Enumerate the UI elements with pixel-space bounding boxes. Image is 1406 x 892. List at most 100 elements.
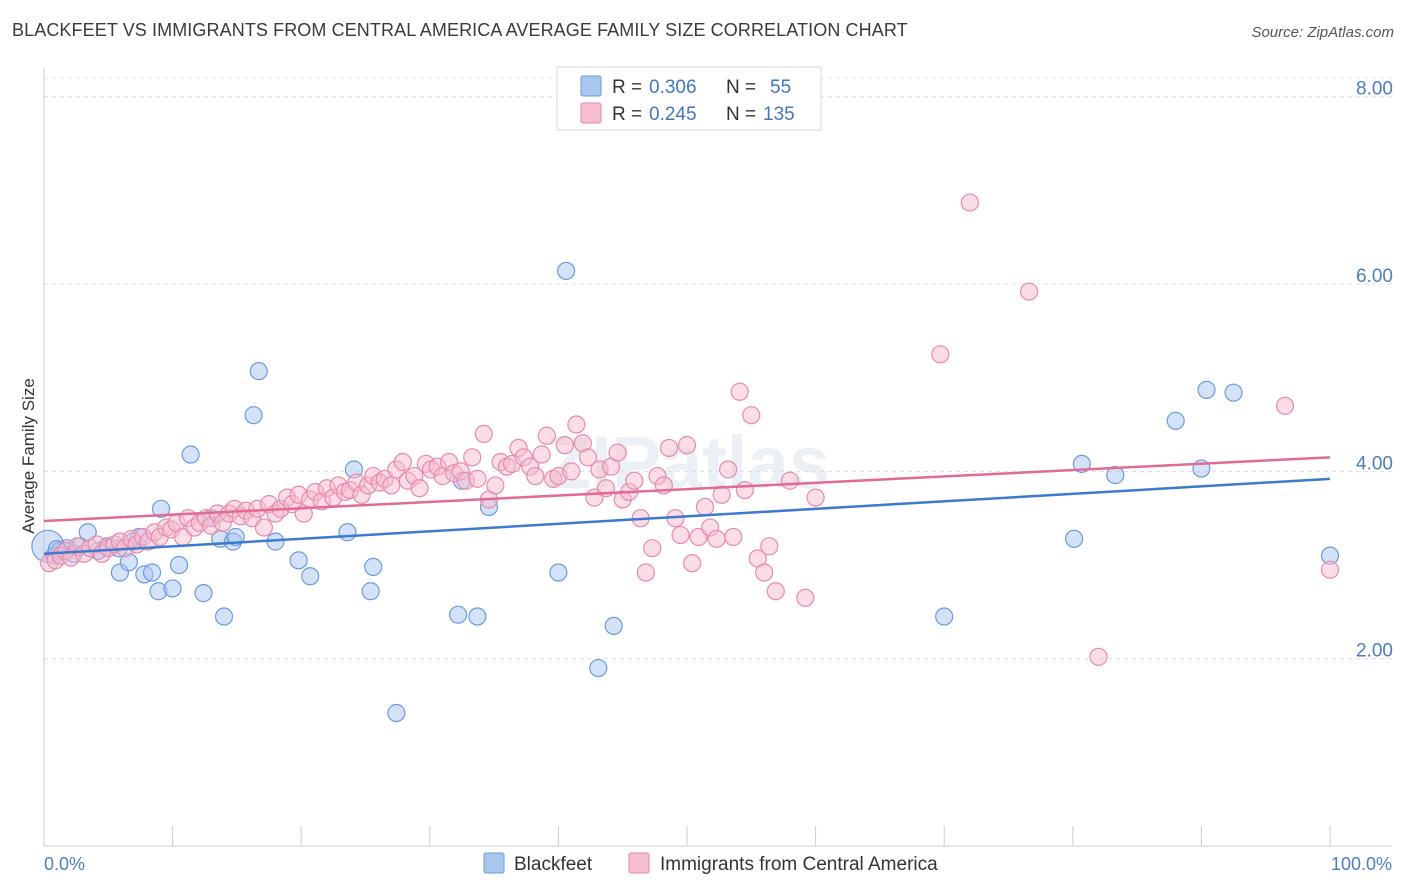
point-blackfeet (468, 607, 487, 626)
x-max-label: 100.0% (1331, 854, 1392, 874)
point-central-america (806, 488, 825, 507)
point-central-america (567, 415, 586, 434)
point-central-america (608, 443, 627, 462)
y-tick-labels: 2.00 4.00 6.00 8.00 (1356, 79, 1393, 662)
point-central-america (254, 518, 274, 537)
point-blackfeet (194, 584, 213, 603)
point-blackfeet (935, 607, 954, 626)
point-central-america (636, 563, 655, 582)
y-tick-label: 8.00 (1356, 79, 1393, 100)
point-central-america (486, 476, 505, 495)
point-central-america (1019, 282, 1039, 301)
point-central-america (695, 497, 715, 517)
point-blackfeet (1197, 380, 1216, 399)
y-tick-label: 2.00 (1356, 641, 1393, 662)
point-blackfeet (589, 658, 608, 678)
point-central-america (468, 469, 487, 488)
point-central-america (677, 436, 697, 455)
legend-swatch-pink (580, 102, 602, 124)
trend-lines (43, 456, 1331, 556)
legend-swatch-blackfeet (483, 852, 505, 874)
trend-line-central-america (43, 456, 1331, 523)
legend-n-value: 135 (763, 104, 795, 125)
y-tick-label: 6.00 (1356, 266, 1393, 287)
point-central-america (683, 554, 702, 573)
stats-legend: R = 0.306 N = 55 R = 0.245 N = 135 (556, 66, 822, 131)
point-blackfeet (1224, 383, 1243, 402)
point-blackfeet (214, 607, 234, 626)
point-central-america (931, 345, 950, 364)
point-central-america (562, 462, 581, 481)
point-blackfeet (1064, 529, 1084, 548)
point-blackfeet (448, 605, 468, 624)
trend-line-blackfeet (43, 477, 1331, 556)
y-axis-label: Average Family Size (19, 378, 38, 534)
legend-r-value: 0.306 (649, 77, 697, 98)
point-central-america (1275, 396, 1295, 415)
chart-title: BLACKFEET VS IMMIGRANTS FROM CENTRAL AME… (12, 20, 908, 40)
legend-label-blackfeet: Blackfeet (514, 854, 593, 875)
point-blackfeet (169, 555, 189, 575)
point-blackfeet (244, 406, 263, 425)
legend-r-label: R = (612, 77, 642, 98)
point-blackfeet (549, 563, 568, 582)
point-central-america (1320, 560, 1340, 579)
point-blackfeet (289, 551, 308, 570)
point-central-america (719, 460, 738, 479)
point-central-america (555, 436, 574, 455)
point-central-america (742, 406, 761, 425)
point-blackfeet (364, 557, 383, 576)
point-central-america (393, 452, 412, 472)
point-central-america (755, 563, 774, 582)
y-tick-label: 4.00 (1356, 453, 1393, 474)
series-legend: Blackfeet Immigrants from Central Americ… (483, 852, 938, 875)
point-central-america (730, 382, 749, 401)
point-central-america (578, 448, 598, 467)
point-central-america (474, 424, 493, 444)
legend-n-value: 55 (770, 77, 791, 98)
point-central-america (780, 471, 799, 490)
point-blackfeet (557, 261, 576, 281)
point-blackfeet (181, 445, 200, 464)
point-blackfeet (301, 567, 320, 586)
point-blackfeet (1166, 411, 1185, 430)
point-blackfeet (604, 616, 623, 636)
point-central-america (735, 480, 754, 500)
point-central-america (625, 471, 644, 490)
point-blackfeet (151, 499, 171, 518)
point-blackfeet (1072, 454, 1091, 473)
point-central-america (766, 582, 785, 601)
point-central-america (760, 537, 779, 556)
point-central-america (707, 529, 726, 548)
legend-n-label: N = (726, 104, 756, 125)
legend-label-central-america: Immigrants from Central America (660, 854, 938, 875)
point-blackfeet (249, 362, 268, 381)
point-central-america (643, 539, 662, 558)
x-min-label: 0.0% (44, 854, 85, 874)
legend-swatch-blue (580, 75, 602, 97)
legend-row-central-america: R = 0.245 N = 135 (580, 102, 795, 125)
point-blackfeet (1106, 466, 1125, 485)
point-central-america (796, 588, 815, 607)
point-central-america (463, 448, 482, 467)
point-central-america (537, 426, 556, 445)
point-central-america (410, 479, 429, 498)
point-central-america (532, 445, 551, 464)
point-central-america (659, 438, 679, 458)
legend-swatch-central-america (628, 852, 650, 874)
point-central-america (724, 527, 743, 547)
point-central-america (671, 525, 690, 545)
point-central-america (382, 476, 401, 495)
point-blackfeet (361, 582, 380, 601)
point-blackfeet (163, 579, 182, 598)
point-central-america (960, 193, 980, 212)
data-points (31, 193, 1340, 723)
legend-r-value: 0.245 (649, 104, 697, 125)
source-credit: Source: ZipAtlas.com (1251, 24, 1394, 41)
point-central-america (526, 466, 545, 486)
legend-r-label: R = (612, 104, 642, 125)
axes (43, 68, 1392, 847)
point-central-america (1089, 647, 1108, 666)
point-blackfeet (387, 703, 406, 723)
